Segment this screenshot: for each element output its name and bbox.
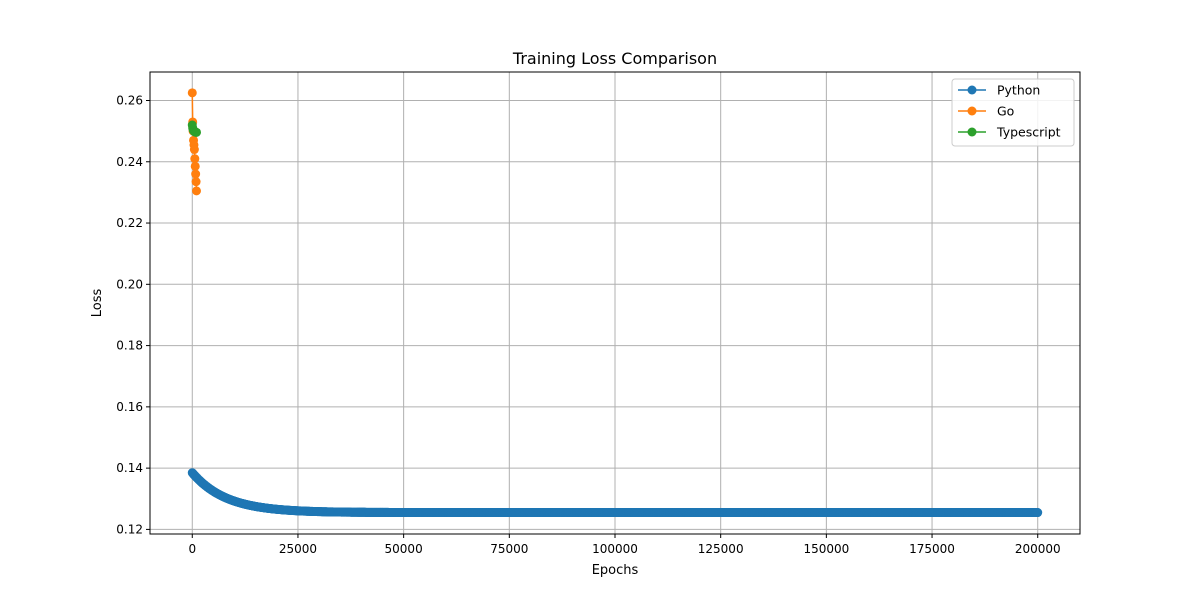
x-tick-label: 0	[188, 542, 196, 556]
y-tick-label: 0.26	[116, 93, 143, 107]
go-point	[187, 88, 197, 98]
x-tick-label: 50000	[385, 542, 423, 556]
go-point	[190, 154, 200, 164]
y-tick-label: 0.24	[116, 155, 143, 169]
x-tick-label: 25000	[279, 542, 317, 556]
y-tick-label: 0.16	[116, 400, 143, 414]
go-point	[190, 161, 200, 171]
x-axis-label: Epochs	[592, 563, 639, 578]
legend-swatch-marker	[967, 127, 977, 137]
x-tick-label: 200000	[1015, 542, 1061, 556]
legend-label: Typescript	[996, 125, 1061, 140]
legend-item-typescript: Typescript	[958, 125, 1061, 140]
y-tick-label: 0.18	[116, 339, 143, 353]
go-point	[191, 169, 201, 179]
go-point	[191, 177, 201, 187]
typescript-point	[192, 127, 201, 137]
x-tick-label: 100000	[592, 542, 638, 556]
grid-lines	[150, 72, 1080, 534]
x-tick-label: 175000	[909, 542, 955, 556]
go-point	[189, 145, 199, 155]
legend-swatch-marker	[967, 85, 977, 95]
x-tick-label: 75000	[490, 542, 528, 556]
series-typescript	[187, 120, 201, 137]
series-python	[187, 468, 1043, 518]
legend: Python Go Typescript	[951, 78, 1075, 147]
data-series	[187, 88, 1043, 518]
y-tick-label: 0.20	[116, 277, 143, 291]
go-point	[192, 186, 201, 196]
legend-label: Python	[997, 83, 1040, 98]
y-axis-label: Loss	[90, 289, 105, 318]
legend-swatch-marker	[967, 106, 977, 116]
legend-box	[951, 78, 1075, 147]
axis-ticks: 0 25000 50000 75000 100000 125000 150000 175000…	[116, 93, 1060, 556]
x-tick-label: 150000	[803, 542, 849, 556]
y-tick-label: 0.12	[116, 522, 143, 536]
legend-label: Go	[997, 104, 1014, 119]
y-tick-label: 0.22	[116, 216, 143, 230]
chart-title: Training Loss Comparison	[512, 49, 717, 68]
x-tick-label: 125000	[698, 542, 744, 556]
legend-item-go: Go	[958, 104, 1014, 119]
python-point	[1033, 508, 1043, 518]
legend-item-python: Python	[958, 83, 1040, 98]
y-tick-label: 0.14	[116, 461, 143, 475]
